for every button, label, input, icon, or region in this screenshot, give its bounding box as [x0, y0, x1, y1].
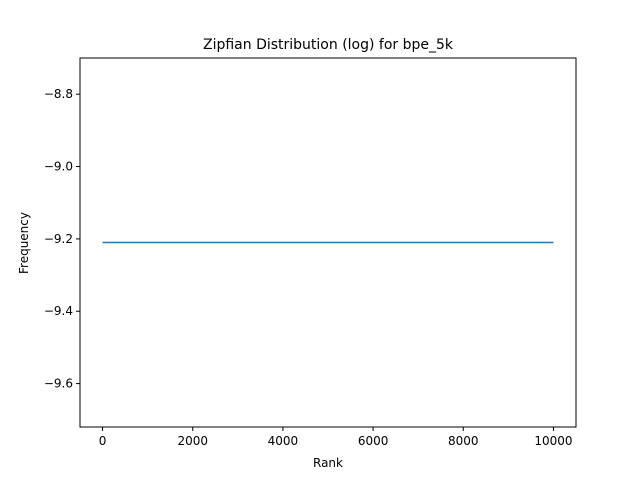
- y-tick-label: −9.4: [44, 304, 73, 318]
- x-tick-label: 6000: [358, 434, 389, 448]
- x-axis-label: Rank: [313, 456, 343, 470]
- y-tick-label: −9.0: [44, 160, 73, 174]
- y-axis-label: Frequency: [17, 212, 31, 274]
- chart-title: Zipfian Distribution (log) for bpe_5k: [203, 37, 454, 53]
- x-tick-label: 8000: [448, 434, 479, 448]
- x-tick-label: 10000: [534, 434, 572, 448]
- plot-frame: [79, 57, 577, 428]
- y-tick-label: −8.8: [44, 87, 73, 101]
- y-tick-label: −9.6: [44, 377, 73, 391]
- x-tick-label: 4000: [268, 434, 299, 448]
- y-axis-ticks: −8.8 −9.0 −9.2 −9.4 −9.6: [44, 87, 80, 391]
- x-tick-label: 0: [99, 434, 107, 448]
- x-axis-ticks: 0 2000 4000 6000 8000 10000: [99, 427, 573, 448]
- y-tick-label: −9.2: [44, 232, 73, 246]
- x-tick-label: 2000: [177, 434, 208, 448]
- plot-area: [79, 57, 577, 428]
